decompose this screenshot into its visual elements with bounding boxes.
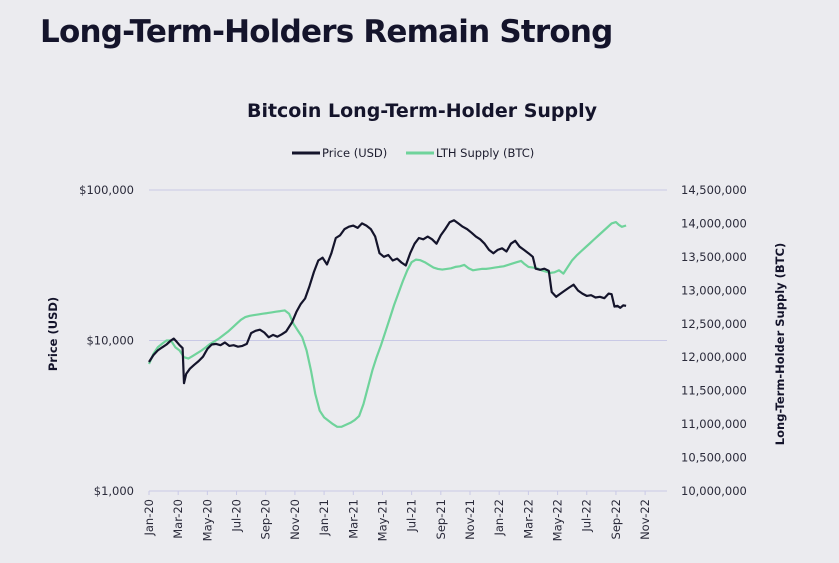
series-line-price — [148, 219, 627, 385]
right-tick-label: 14,000,000 — [681, 216, 747, 230]
x-tick-label: Jan-20 — [142, 499, 156, 537]
gridlines — [149, 189, 667, 492]
x-tick-label: Sep-21 — [434, 499, 448, 539]
right-tick-label: 10,000,000 — [681, 484, 747, 498]
x-tick-label: Jul-22 — [580, 499, 594, 533]
legend-label-lth: LTH Supply (BTC) — [436, 146, 534, 160]
x-tick-label: Mar-22 — [521, 499, 535, 539]
right-tick-label: 12,000,000 — [681, 350, 747, 364]
left-tick-label: $10,000 — [86, 334, 134, 348]
left-axis-title: Price (USD) — [46, 297, 60, 371]
left-axis-ticks: $1,000 $10,000 $100,000 — [79, 183, 134, 498]
right-tick-label: 11,000,000 — [681, 417, 747, 431]
right-tick-label: 10,500,000 — [681, 451, 747, 465]
x-tick-label: May-21 — [375, 499, 389, 541]
x-tick-label: May-22 — [551, 499, 565, 541]
right-tick-label: 13,000,000 — [681, 283, 747, 297]
page-title: Long-Term-Holders Remain Strong — [40, 14, 613, 50]
right-axis-ticks: 10,000,000 10,500,000 11,000,000 11,500,000… — [681, 183, 747, 498]
legend: Price (USD) LTH Supply (BTC) — [292, 146, 534, 160]
series-line-lth-supply — [147, 221, 627, 428]
right-tick-label: 14,500,000 — [681, 183, 747, 197]
x-tick-label: Nov-20 — [288, 499, 302, 540]
x-axis-ticks: Jan-20 Mar-20 May-20 Jul-20 Sep-20 Nov-20 Jan-… — [142, 491, 652, 541]
x-tick-label: Jan-22 — [492, 499, 506, 537]
legend-label-price: Price (USD) — [322, 146, 387, 160]
x-tick-label: Nov-22 — [638, 499, 652, 540]
x-tick-label: Sep-22 — [609, 499, 623, 539]
chart-title: Bitcoin Long-Term-Holder Supply — [247, 100, 598, 122]
right-tick-label: 13,500,000 — [681, 250, 747, 264]
x-tick-label: Mar-21 — [346, 499, 360, 539]
x-tick-label: Jan-21 — [317, 499, 331, 537]
x-tick-label: Jul-21 — [405, 499, 419, 533]
x-tick-label: May-20 — [200, 499, 214, 541]
right-tick-label: 11,500,000 — [681, 384, 747, 398]
x-tick-label: Jul-20 — [230, 499, 244, 533]
left-tick-label: $100,000 — [79, 183, 134, 197]
right-axis-title: Long-Term-Holder Supply (BTC) — [773, 243, 787, 445]
x-tick-label: Nov-21 — [463, 499, 477, 540]
x-tick-label: Mar-20 — [171, 499, 185, 539]
right-tick-label: 12,500,000 — [681, 317, 747, 331]
left-tick-label: $1,000 — [94, 484, 134, 498]
x-tick-label: Sep-20 — [259, 499, 273, 539]
